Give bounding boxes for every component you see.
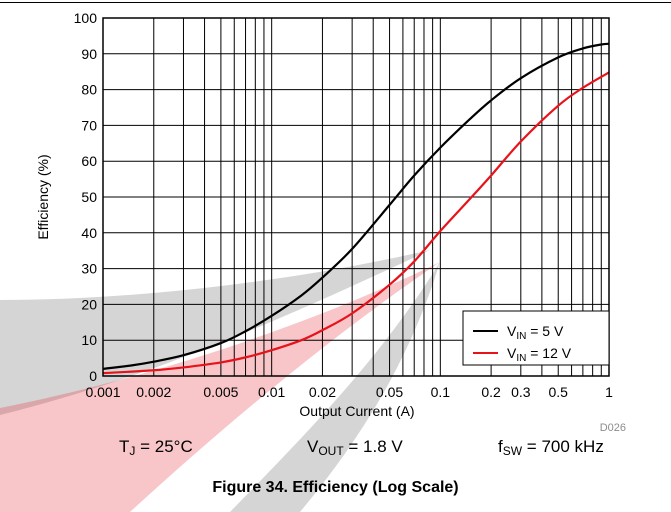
y-tick-label: 70 [81,117,97,133]
y-tick-labels: 0 10 20 30 40 50 60 70 80 90 100 [74,10,98,384]
figure-caption: Figure 34. Efficiency (Log Scale) [212,479,459,496]
x-tick-label: 1 [605,384,613,400]
x-tick-label: 0.1 [431,384,451,400]
x-axis-title: Output Current (A) [299,403,414,419]
y-tick-label: 60 [81,153,97,169]
y-tick-label: 100 [74,10,98,26]
y-tick-label: 10 [81,332,97,348]
x-tick-label: 0.001 [85,384,120,400]
legend-label-vin-12v: VIN = 12 V [507,345,572,364]
x-tick-label: 0.5 [548,384,568,400]
condition-vout: VOUT = 1.8 V [307,437,403,458]
legend: VIN = 5 V VIN = 12 V [462,310,610,366]
y-tick-label: 50 [81,189,97,205]
chart-series [102,42,610,375]
x-tick-label: 0.002 [136,384,171,400]
y-tick-label: 90 [81,46,97,62]
x-tick-label: 0.01 [258,384,285,400]
x-tick-label: 0.3 [511,384,531,400]
y-tick-label: 0 [89,368,97,384]
y-tick-label: 20 [81,296,97,312]
legend-label-vin-5v: VIN = 5 V [507,323,564,342]
condition-tj: TJ = 25°C [119,437,193,458]
x-tick-label: 0.2 [481,384,501,400]
series-line-vin-12v [102,71,610,375]
figure-code-label: D026 [600,422,626,434]
y-tick-label: 40 [81,225,97,241]
series-line-vin-5v [102,42,610,370]
y-tick-label: 80 [81,82,97,98]
x-tick-label: 0.02 [309,384,336,400]
x-tick-label: 0.005 [203,384,238,400]
top-rule [0,2,671,3]
plot-frame [102,17,610,377]
condition-fsw: fSW = 700 kHz [498,437,604,458]
watermark-red-band [0,262,440,512]
x-tick-label: 0.05 [376,384,403,400]
x-tick-labels: 0.001 0.002 0.005 0.01 0.02 0.05 0.1 0.2 0.3 0.5 1 [85,384,613,400]
watermark-gray-spear [230,262,440,512]
legend-box [462,310,610,366]
y-axis-title: Efficiency (%) [35,154,51,239]
y-tick-label: 30 [81,261,97,277]
